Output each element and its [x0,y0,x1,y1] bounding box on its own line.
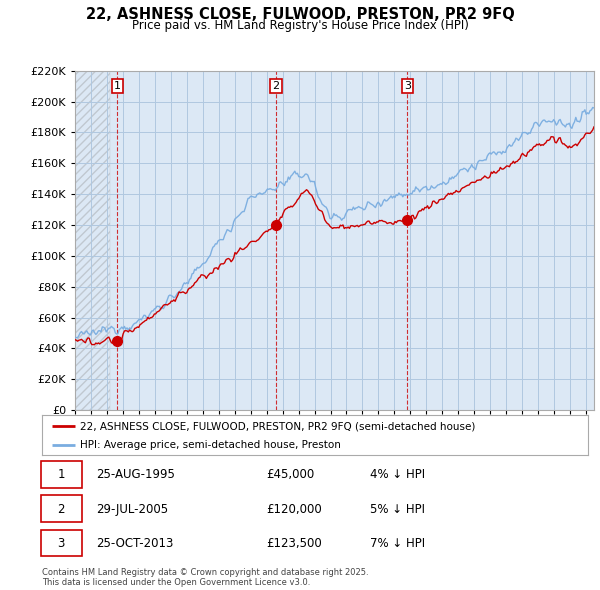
FancyBboxPatch shape [41,496,82,522]
Text: 22, ASHNESS CLOSE, FULWOOD, PRESTON, PR2 9FQ (semi-detached house): 22, ASHNESS CLOSE, FULWOOD, PRESTON, PR2… [80,421,476,431]
Text: 3: 3 [404,81,411,91]
Text: 22, ASHNESS CLOSE, FULWOOD, PRESTON, PR2 9FQ: 22, ASHNESS CLOSE, FULWOOD, PRESTON, PR2… [86,7,514,22]
Text: 3: 3 [58,537,65,550]
Text: HPI: Average price, semi-detached house, Preston: HPI: Average price, semi-detached house,… [80,440,341,450]
Text: 29-JUL-2005: 29-JUL-2005 [97,503,169,516]
Text: 2: 2 [272,81,279,91]
Text: 25-AUG-1995: 25-AUG-1995 [97,468,175,481]
Text: 7% ↓ HPI: 7% ↓ HPI [370,537,425,550]
Text: 2: 2 [58,503,65,516]
FancyBboxPatch shape [41,461,82,488]
Text: 25-OCT-2013: 25-OCT-2013 [97,537,174,550]
Text: £123,500: £123,500 [266,537,322,550]
Text: 4% ↓ HPI: 4% ↓ HPI [370,468,425,481]
Text: £120,000: £120,000 [266,503,322,516]
FancyBboxPatch shape [41,530,82,556]
Text: £45,000: £45,000 [266,468,314,481]
Text: 1: 1 [58,468,65,481]
Text: Contains HM Land Registry data © Crown copyright and database right 2025.
This d: Contains HM Land Registry data © Crown c… [42,568,368,587]
Text: Price paid vs. HM Land Registry's House Price Index (HPI): Price paid vs. HM Land Registry's House … [131,19,469,32]
Text: 1: 1 [114,81,121,91]
Text: 5% ↓ HPI: 5% ↓ HPI [370,503,425,516]
